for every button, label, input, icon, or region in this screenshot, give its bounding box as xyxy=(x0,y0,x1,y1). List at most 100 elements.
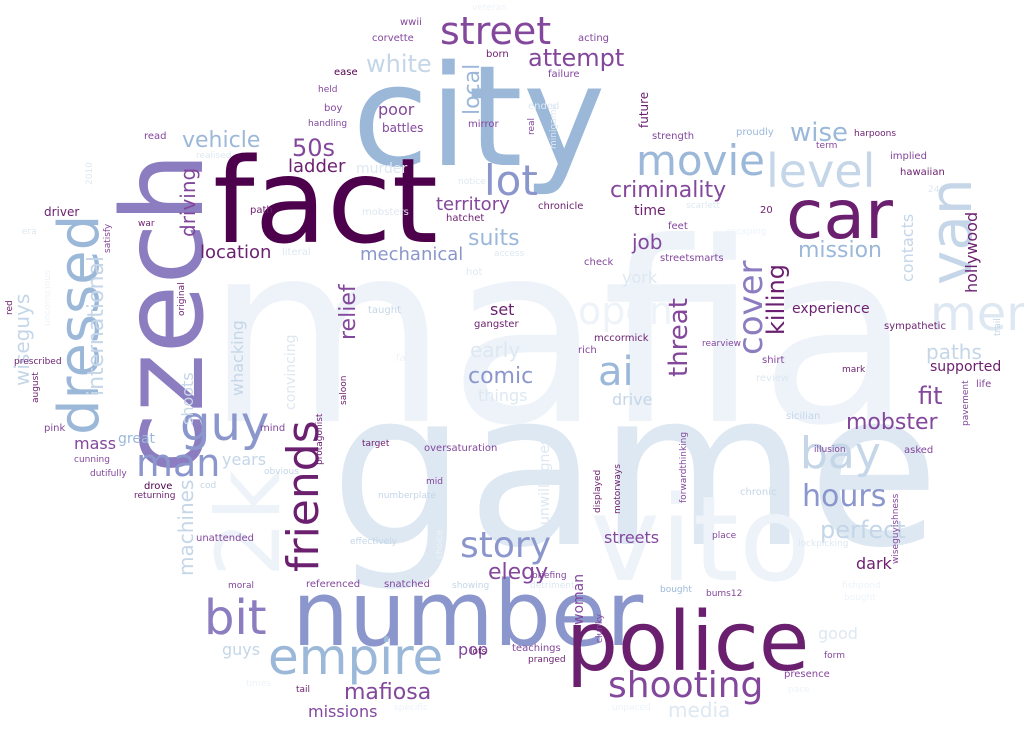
word-154: mind xyxy=(260,423,286,434)
word-85: driver xyxy=(44,205,80,219)
word-189: era xyxy=(22,227,37,237)
word-46: fit xyxy=(918,382,943,410)
word-174: detriment xyxy=(530,581,575,591)
word-13: street xyxy=(440,9,552,53)
word-19: guy xyxy=(180,396,270,452)
word-54: driving xyxy=(176,167,200,237)
word-160: mid xyxy=(426,477,443,487)
word-49: elegy xyxy=(488,560,549,585)
word-138: pavement xyxy=(961,380,971,426)
word-7: police xyxy=(566,595,810,690)
word-191: unconscious xyxy=(43,270,53,326)
word-145: prescribed xyxy=(14,357,62,367)
word-102: strength xyxy=(652,131,695,142)
word-157: target xyxy=(362,439,390,449)
word-117: streetsmarts xyxy=(660,253,724,264)
word-182: presence xyxy=(784,669,830,680)
word-5: vito xyxy=(590,470,812,608)
word-156: saloon xyxy=(339,375,349,405)
word-168: place xyxy=(712,531,737,541)
word-42: relief xyxy=(336,284,361,340)
word-178: teachings xyxy=(512,643,561,654)
word-27: bay xyxy=(800,428,881,479)
word-140: illusion xyxy=(814,445,846,455)
word-66: missions xyxy=(308,702,378,721)
word-18: men xyxy=(930,286,1024,342)
word-122: path xyxy=(250,205,273,216)
word-94: boy xyxy=(324,103,343,114)
word-78: time xyxy=(634,203,666,219)
word-51: media xyxy=(668,698,731,722)
word-185: times xyxy=(246,679,272,689)
word-95: handling xyxy=(308,119,348,129)
word-142: chronic xyxy=(740,487,777,498)
word-146: red xyxy=(5,300,15,315)
word-74: drive xyxy=(612,390,653,409)
word-137: trail xyxy=(993,318,1003,336)
word-186: specific xyxy=(394,703,429,713)
word-159: oversaturation xyxy=(424,443,498,454)
word-43: comic xyxy=(468,364,534,389)
word-25: open xyxy=(578,289,673,333)
word-126: taught xyxy=(368,305,401,316)
word-63: great xyxy=(118,431,156,447)
word-104: harpoons xyxy=(854,129,897,139)
word-183: pace xyxy=(788,685,810,695)
word-33: 50s xyxy=(292,134,336,162)
word-53: international xyxy=(84,255,109,396)
word-47: paths xyxy=(926,340,982,364)
word-190: 2010 xyxy=(85,162,95,185)
word-179: pranged xyxy=(528,655,566,665)
word-77: york xyxy=(622,268,658,287)
word-45: mobster xyxy=(846,410,938,435)
word-166: unattended xyxy=(196,533,254,544)
word-105: term xyxy=(816,141,838,151)
word-29: white xyxy=(366,50,432,78)
word-109: chronicle xyxy=(538,201,584,212)
word-36: territory xyxy=(436,194,510,215)
word-44: early xyxy=(470,338,521,362)
word-92: ease xyxy=(334,67,358,78)
word-158: obvious xyxy=(264,467,299,477)
word-98: ended xyxy=(528,101,560,112)
word-88: corvette xyxy=(372,33,414,44)
word-70: hollywood xyxy=(962,211,981,293)
word-148: pink xyxy=(44,423,66,434)
word-56: mechanical xyxy=(360,244,464,265)
word-99: mirror xyxy=(468,119,499,130)
word-67: streets xyxy=(604,528,660,547)
word-32: wise xyxy=(790,118,849,148)
word-188: veteran xyxy=(472,3,507,13)
word-131: rearview xyxy=(702,339,741,349)
word-86: future xyxy=(637,91,651,128)
word-41: threat xyxy=(664,298,694,377)
word-136: life xyxy=(976,379,992,390)
word-100: real xyxy=(527,117,537,135)
word-71: contacts xyxy=(898,213,917,282)
word-75: things xyxy=(478,386,528,405)
word-93: held xyxy=(318,85,338,95)
word-73: supported xyxy=(930,359,1002,375)
word-31: local xyxy=(460,63,485,115)
word-119: access xyxy=(494,249,525,259)
word-68: dark xyxy=(856,554,892,573)
word-64: guys xyxy=(222,640,261,659)
word-21: bit xyxy=(204,590,267,646)
word-177: bums12 xyxy=(706,589,743,599)
word-147: august xyxy=(31,372,41,403)
word-176: bought xyxy=(660,585,692,595)
word-167: effectively xyxy=(350,537,397,547)
word-57: ladder xyxy=(288,156,346,177)
word-16: level xyxy=(766,144,876,198)
word-107: hawaiian xyxy=(900,167,945,178)
word-175: clunky xyxy=(595,613,605,643)
word-120: hot xyxy=(466,267,483,278)
word-35: criminality xyxy=(610,178,727,203)
word-2: city xyxy=(352,36,606,199)
word-127: gangster xyxy=(474,319,519,330)
word-153: cod xyxy=(200,481,217,491)
word-129: mccormick xyxy=(594,333,649,344)
word-22: shooting xyxy=(608,665,764,706)
word-112: notice xyxy=(458,177,486,187)
